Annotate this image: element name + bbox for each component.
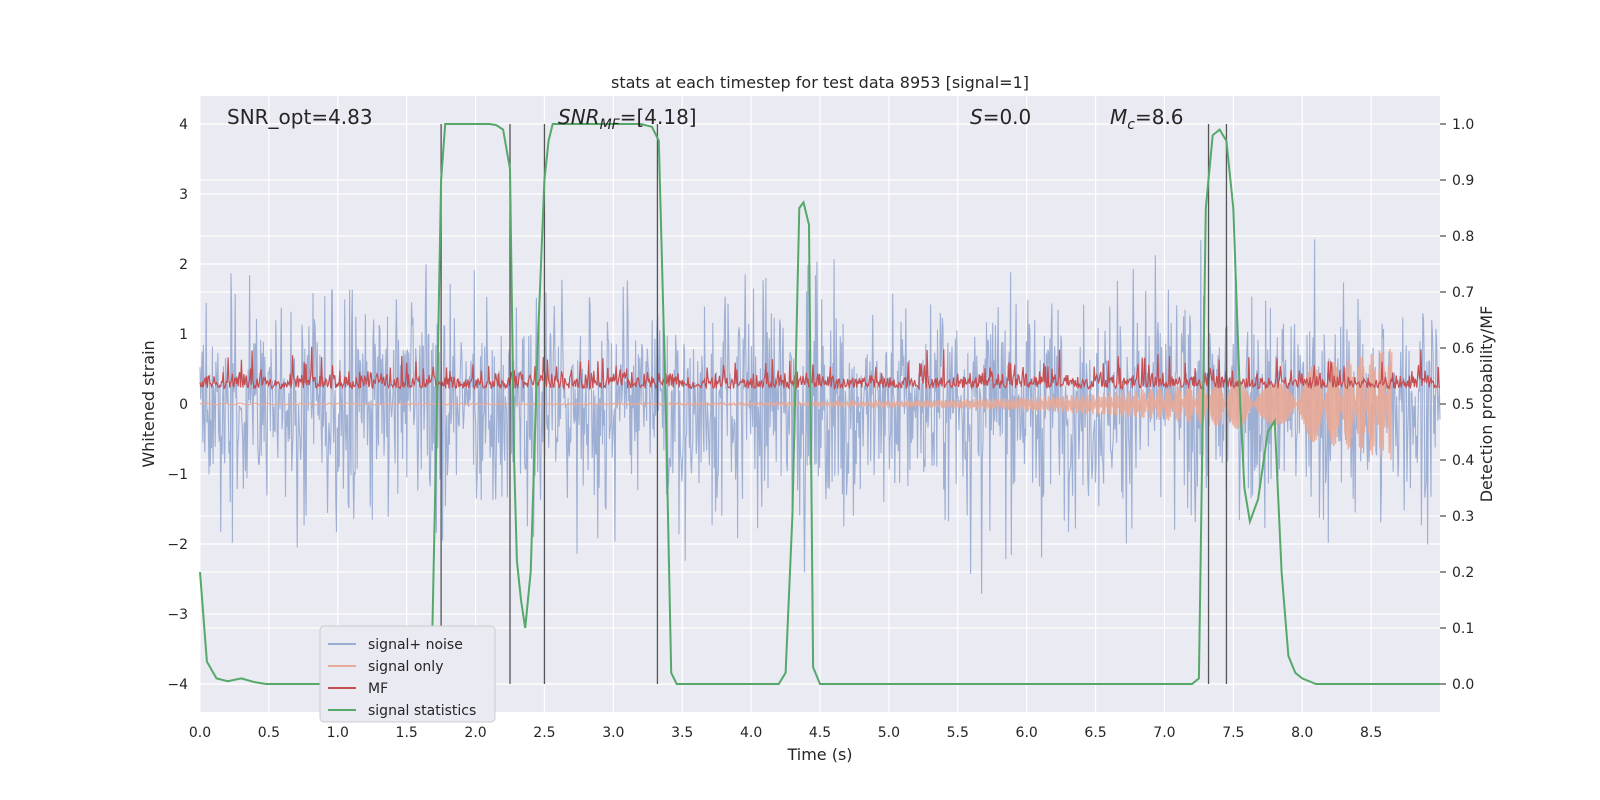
y-right-axis-ticks: 0.0 0.1 0.2 0.3 0.4 0.5 0.6 0.7 0.8 0.9 1.0 [1440, 117, 1474, 693]
x-tick-label: 0.0 [189, 725, 211, 741]
y-right-tick-label: 0.6 [1452, 341, 1474, 357]
y-right-tick-label: 0.2 [1452, 565, 1474, 581]
x-tick-label: 2.0 [464, 725, 486, 741]
x-tick-label: 5.5 [947, 725, 969, 741]
y-right-tick-label: 0.8 [1452, 229, 1474, 245]
y-left-axis-label: Whitened strain [139, 340, 158, 467]
x-tick-label: 4.0 [740, 725, 762, 741]
y-left-tick-label: 0 [179, 397, 188, 413]
signal-noise-series [199, 239, 1441, 594]
annotation-snr-mf: SNRMF=[4.18] [558, 105, 697, 133]
y-left-tick-label: 2 [179, 257, 188, 273]
annotation-s: S=0.0 [970, 105, 1031, 129]
signal-only-line [199, 348, 1393, 461]
y-right-tick-label: 0.9 [1452, 173, 1474, 189]
mf-series [199, 346, 1440, 391]
y-right-tick-label: 0.4 [1452, 453, 1474, 469]
x-tick-label: 2.5 [533, 725, 555, 741]
x-tick-label: 3.0 [602, 725, 624, 741]
signal-statistics-line [199, 123, 1440, 685]
legend-label: signal only [368, 659, 443, 675]
legend-box [319, 625, 496, 723]
x-tick-label: 7.5 [1222, 725, 1244, 741]
x-tick-label: 3.5 [671, 725, 693, 741]
x-tick-label: 6.0 [1016, 725, 1038, 741]
y-left-axis-ticks: −4 −3 −2 −1 0 1 2 3 4 [167, 117, 188, 693]
legend-label: signal statistics [368, 703, 476, 719]
legend-label: signal+ noise [368, 637, 463, 653]
annotation-mc: Mc=8.6 [1110, 105, 1184, 133]
y-left-tick-label: 4 [179, 117, 188, 133]
y-left-tick-label: 1 [179, 327, 188, 343]
x-tick-label: 5.0 [878, 725, 900, 741]
x-axis-ticks: 0.0 0.5 1.0 1.5 2.0 2.5 3.0 3.5 4.0 4.5 5.0 5.5 6.0 6… [189, 725, 1382, 741]
y-right-axis-label: Detection probability/MF [1477, 306, 1496, 503]
annotation-snr-opt: SNR_opt=4.83 [227, 105, 373, 129]
x-tick-label: 1.0 [327, 725, 349, 741]
y-right-tick-label: 0.1 [1452, 621, 1474, 637]
legend-label: MF [368, 681, 388, 697]
y-right-tick-label: 0.5 [1452, 397, 1474, 413]
noise-line [199, 239, 1441, 594]
y-left-tick-label: −3 [167, 607, 188, 623]
y-right-tick-label: 0.7 [1452, 285, 1474, 301]
y-right-tick-label: 0.3 [1452, 509, 1474, 525]
y-left-tick-label: 3 [179, 187, 188, 203]
signal-only-series [199, 348, 1393, 461]
signal-statistics-series [199, 123, 1440, 685]
chart-title: stats at each timestep for test data 895… [611, 73, 1029, 92]
x-axis-label: Time (s) [786, 745, 852, 764]
x-tick-label: 8.0 [1291, 725, 1313, 741]
x-tick-label: 7.0 [1153, 725, 1175, 741]
y-right-tick-label: 0.0 [1452, 677, 1474, 693]
x-tick-label: 6.5 [1084, 725, 1106, 741]
x-tick-label: 1.5 [396, 725, 418, 741]
y-left-tick-label: −2 [167, 537, 188, 553]
y-right-tick-label: 1.0 [1452, 117, 1474, 133]
legend: signal+ noise signal only MF signal statist… [319, 625, 496, 723]
mf-line [199, 346, 1440, 391]
x-tick-label: 8.5 [1360, 725, 1382, 741]
y-left-tick-label: −4 [167, 677, 188, 693]
y-left-tick-label: −1 [167, 467, 188, 483]
x-tick-label: 4.5 [809, 725, 831, 741]
x-tick-label: 0.5 [258, 725, 280, 741]
